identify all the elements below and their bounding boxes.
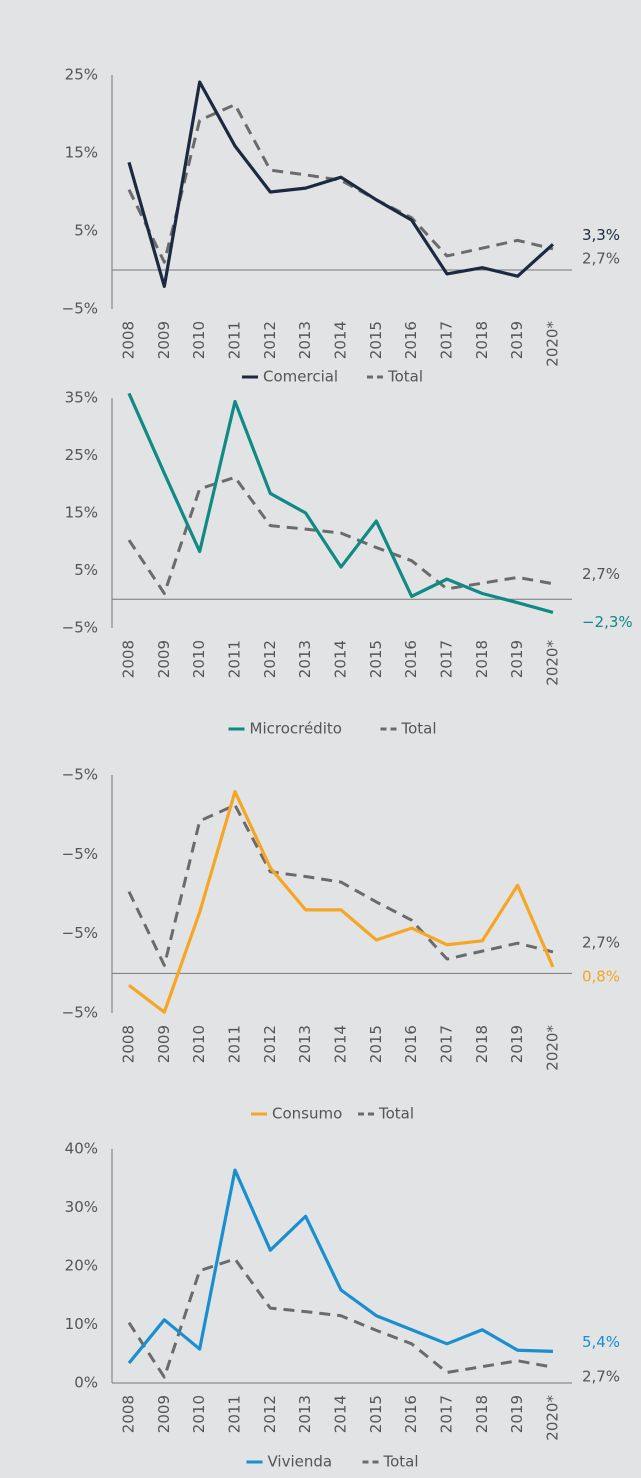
- x-tick-label: 2020*: [543, 1025, 561, 1071]
- x-tick-label: 2012: [261, 1395, 279, 1433]
- data-label: 0,8%: [582, 967, 620, 985]
- x-tick-label: 2009: [155, 1395, 173, 1433]
- x-tick-label: 2013: [296, 321, 314, 359]
- x-tick-label: 2011: [225, 321, 243, 359]
- x-tick-label: 2008: [120, 321, 138, 359]
- legend-label: Vivienda: [268, 1453, 333, 1471]
- y-tick-label: 10%: [65, 1315, 98, 1333]
- x-tick-label: 2017: [437, 1395, 455, 1433]
- series-line: [127, 475, 554, 595]
- x-tick-label: 2014: [331, 1025, 349, 1063]
- x-tick-label: 2008: [120, 1025, 138, 1063]
- x-tick-label: 2016: [402, 1025, 420, 1063]
- x-tick-label: 2010: [190, 1025, 208, 1063]
- x-tick-label: 2013: [296, 1025, 314, 1063]
- x-tick-label: 2012: [261, 321, 279, 359]
- y-tick-label: −5%: [62, 300, 98, 318]
- legend-label: Microcrédito: [250, 720, 342, 738]
- x-tick-label: 2018: [473, 321, 491, 359]
- x-tick-label: 2016: [402, 321, 420, 359]
- x-tick-label: 2019: [508, 1025, 526, 1063]
- x-tick-label: 2010: [190, 1395, 208, 1433]
- x-tick-label: 2019: [508, 321, 526, 359]
- x-tick-label: 2014: [331, 640, 349, 678]
- data-label: 5,4%: [582, 1333, 620, 1351]
- y-tick-label: 5%: [74, 561, 98, 579]
- y-tick-label: 25%: [65, 66, 98, 84]
- data-label: 2,7%: [582, 933, 620, 951]
- x-tick-label: 2013: [296, 640, 314, 678]
- legend-label: Comercial: [263, 368, 338, 386]
- x-tick-label: 2019: [508, 640, 526, 678]
- data-label: 2,7%: [582, 565, 620, 583]
- y-tick-label: 25%: [65, 446, 98, 464]
- y-tick-label: −5%: [62, 766, 98, 784]
- legend-label: Total: [401, 720, 437, 738]
- x-tick-label: 2009: [155, 321, 173, 359]
- data-label: 2,7%: [582, 249, 620, 267]
- legend-label: Consumo: [272, 1105, 342, 1123]
- x-tick-label: 2017: [437, 321, 455, 359]
- x-tick-label: 2017: [437, 640, 455, 678]
- x-tick-label: 2015: [367, 321, 385, 359]
- x-tick-label: 2011: [225, 640, 243, 678]
- x-tick-label: 2015: [367, 1025, 385, 1063]
- x-tick-label: 2017: [437, 1025, 455, 1063]
- x-tick-label: 2013: [296, 1395, 314, 1433]
- x-tick-label: 2011: [225, 1395, 243, 1433]
- data-label: 2,7%: [582, 1368, 620, 1386]
- x-tick-label: 2012: [261, 1025, 279, 1063]
- x-tick-label: 2020*: [543, 1395, 561, 1441]
- y-tick-label: −5%: [62, 1004, 98, 1022]
- y-tick-label: 40%: [65, 1140, 98, 1158]
- y-tick-label: −5%: [62, 924, 98, 942]
- series-line: [128, 790, 555, 1014]
- x-tick-label: 2020*: [543, 321, 561, 367]
- data-label: 3,3%: [582, 226, 620, 244]
- y-tick-label: 15%: [65, 144, 98, 162]
- data-label: −2,3%: [582, 613, 633, 631]
- legend-label: Total: [383, 1453, 419, 1471]
- x-tick-label: 2008: [120, 640, 138, 678]
- y-tick-label: 20%: [65, 1257, 98, 1275]
- x-tick-label: 2010: [190, 640, 208, 678]
- x-tick-label: 2008: [120, 1395, 138, 1433]
- series-line: [127, 80, 555, 288]
- x-tick-label: 2015: [367, 640, 385, 678]
- x-tick-label: 2009: [155, 1025, 173, 1063]
- series-line: [127, 103, 554, 264]
- y-tick-label: 5%: [74, 222, 98, 240]
- x-tick-label: 2010: [190, 321, 208, 359]
- x-tick-label: 2019: [508, 1395, 526, 1433]
- x-tick-label: 2012: [261, 640, 279, 678]
- y-tick-label: −5%: [62, 619, 98, 637]
- y-tick-label: 35%: [65, 389, 98, 407]
- y-tick-label: 15%: [65, 504, 98, 522]
- x-tick-label: 2018: [473, 640, 491, 678]
- legend-label: Total: [378, 1105, 414, 1123]
- x-tick-label: 2018: [473, 1395, 491, 1433]
- series-line: [127, 1257, 554, 1379]
- y-tick-label: −5%: [62, 845, 98, 863]
- series-line: [127, 1168, 554, 1365]
- series-line: [127, 392, 554, 615]
- series-line: [127, 803, 554, 967]
- x-tick-label: 2020*: [543, 640, 561, 686]
- y-tick-label: 0%: [74, 1374, 98, 1392]
- x-tick-label: 2011: [225, 1025, 243, 1063]
- x-tick-label: 2009: [155, 640, 173, 678]
- legend-label: Total: [387, 368, 423, 386]
- x-tick-label: 2018: [473, 1025, 491, 1063]
- x-tick-label: 2014: [331, 321, 349, 359]
- y-tick-label: 30%: [65, 1198, 98, 1216]
- x-tick-label: 2016: [402, 640, 420, 678]
- x-tick-label: 2015: [367, 1395, 385, 1433]
- x-tick-label: 2016: [402, 1395, 420, 1433]
- x-tick-label: 2014: [331, 1395, 349, 1433]
